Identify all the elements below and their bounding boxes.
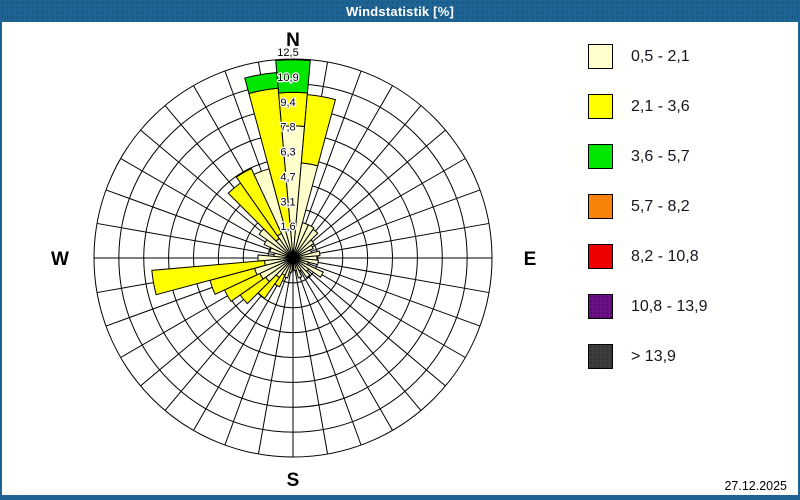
- legend-label: > 13,9: [631, 347, 676, 365]
- legend-color-swatch: [588, 144, 613, 169]
- legend-label: 8,2 - 10,8: [631, 247, 699, 265]
- grid-spoke: [292, 257, 329, 455]
- legend-label: 2,1 - 3,6: [631, 97, 690, 115]
- grid-spoke: [257, 257, 294, 455]
- legend-item: 2,1 - 3,6: [588, 94, 708, 119]
- legend-item: 8,2 - 10,8: [588, 244, 708, 269]
- grid-spoke: [292, 257, 446, 387]
- ring-label: 6,3: [280, 147, 295, 159]
- footer-bar: [0, 495, 800, 500]
- legend-label: 10,8 - 13,9: [631, 297, 708, 315]
- compass-south-label: S: [287, 470, 300, 491]
- legend-item: 0,5 - 2,1: [588, 44, 708, 69]
- legend-label: 3,6 - 5,7: [631, 147, 690, 165]
- ring-label: 4,7: [280, 171, 295, 183]
- window-title: Windstatistik [%]: [345, 3, 454, 19]
- grid-spoke: [292, 189, 481, 259]
- grid-spoke: [193, 257, 294, 431]
- window-border-right: [798, 0, 800, 500]
- rose-bar-segment: [151, 259, 266, 296]
- legend-color-swatch: [588, 194, 613, 219]
- grid-spoke: [292, 257, 422, 411]
- ring-label: 3,1: [280, 196, 295, 208]
- legend-item: 5,7 - 8,2: [588, 194, 708, 219]
- legend-color-swatch: [588, 244, 613, 269]
- rose-bar-segment: [292, 228, 319, 259]
- rose-bar-segment: [292, 257, 311, 279]
- ring-label: 7,8: [280, 122, 295, 134]
- ring-labels: 1,6 3,1 4,7 6,3 7,8 9,4 10,9 12,5: [276, 46, 300, 235]
- compass-east-label: E: [524, 249, 537, 270]
- legend-color-swatch: [588, 294, 613, 319]
- grid-spoke: [292, 222, 490, 259]
- rose-bar-segment: [235, 167, 283, 237]
- compass-north-label: N: [286, 30, 300, 51]
- grid-spoke: [120, 158, 294, 259]
- grid-spoke: [292, 257, 362, 446]
- grid-spoke: [292, 257, 481, 327]
- grid-spoke: [105, 189, 294, 259]
- ring-label: 9,4: [280, 97, 295, 109]
- rose-bar-segment: [292, 244, 314, 259]
- ring-label: 1,6: [280, 221, 295, 233]
- legend: 0,5 - 2,1 2,1 - 3,6 3,6 - 5,7 5,7 - 8,2 8,2 …: [588, 44, 708, 394]
- legend-item: > 13,9: [588, 344, 708, 369]
- ring-label: 10,9: [277, 72, 298, 84]
- date-label: 27.12.2025: [724, 479, 787, 493]
- rose-bar-segment: [244, 71, 279, 95]
- legend-color-swatch: [588, 44, 613, 69]
- rose-bars: [151, 59, 337, 305]
- window-border-left: [0, 0, 2, 500]
- grid-spoke: [292, 257, 393, 431]
- legend-label: 5,7 - 8,2: [631, 197, 690, 215]
- grid-spoke: [224, 257, 294, 446]
- legend-item: 3,6 - 5,7: [588, 144, 708, 169]
- legend-item: 10,8 - 13,9: [588, 294, 708, 319]
- title-bar: Windstatistik [%]: [0, 0, 800, 22]
- legend-color-swatch: [588, 344, 613, 369]
- compass-west-label: W: [51, 249, 69, 270]
- rose-bar-segment: [292, 250, 321, 259]
- rose-bar-segment: [300, 94, 337, 167]
- grid-spoke: [292, 158, 466, 259]
- ring-label: 12,5: [277, 47, 298, 59]
- legend-label: 0,5 - 2,1: [631, 47, 690, 65]
- grid-spoke: [292, 257, 490, 294]
- grid-spoke: [292, 129, 446, 259]
- rose-bar-segment: [275, 59, 311, 94]
- rose-center-dot: [289, 254, 297, 262]
- legend-color-swatch: [588, 94, 613, 119]
- rose-bar-segment: [292, 239, 315, 259]
- grid-spoke: [96, 222, 294, 259]
- rose-bar-segment: [257, 254, 294, 262]
- rose-bar-segment: [292, 257, 303, 279]
